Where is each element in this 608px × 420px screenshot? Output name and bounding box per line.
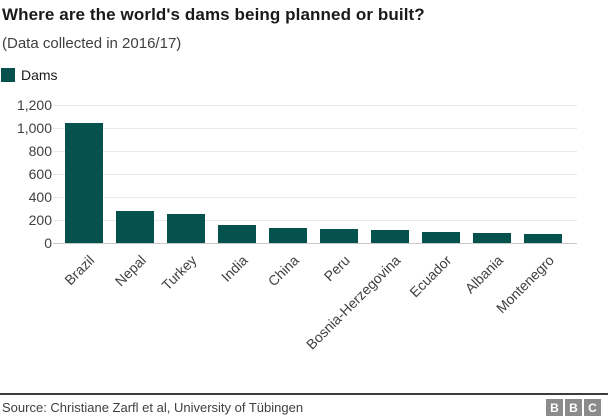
gridline: [53, 174, 577, 175]
legend: Dams: [1, 67, 58, 83]
bar: [217, 225, 256, 243]
gridline: [53, 105, 577, 106]
y-tick-label: 600: [28, 166, 52, 182]
bar: [370, 230, 409, 243]
y-tick-label: 400: [28, 189, 52, 205]
y-tick-label: 1,000: [16, 120, 52, 136]
gridline: [53, 197, 577, 198]
gridline: [53, 128, 577, 129]
bbc-logo-letter: B: [546, 399, 563, 416]
chart-title: Where are the world's dams being planned…: [2, 5, 425, 24]
gridline: [53, 151, 577, 152]
bar: [523, 234, 562, 243]
footer-divider: [0, 393, 608, 395]
y-tick-label: 0: [44, 235, 52, 251]
bar: [472, 233, 511, 243]
bbc-logo-letter: B: [565, 399, 582, 416]
source-text: Source: Christiane Zarfl et al, Universi…: [2, 400, 304, 415]
bar: [166, 214, 205, 243]
y-tick-label: 800: [28, 143, 52, 159]
y-tick-label: 200: [28, 212, 52, 228]
bar: [421, 231, 460, 243]
x-axis-line: [53, 243, 577, 244]
gridline: [53, 220, 577, 221]
chart-subtitle: (Data collected in 2016/17): [2, 35, 182, 52]
legend-swatch-icon: [1, 68, 15, 82]
bbc-logo-letter: C: [584, 399, 601, 416]
y-tick-label: 1,200: [16, 97, 52, 113]
bar: [319, 229, 358, 243]
bar: [64, 123, 103, 243]
legend-label: Dams: [21, 67, 58, 83]
bar: [115, 211, 154, 243]
bar: [268, 228, 307, 243]
